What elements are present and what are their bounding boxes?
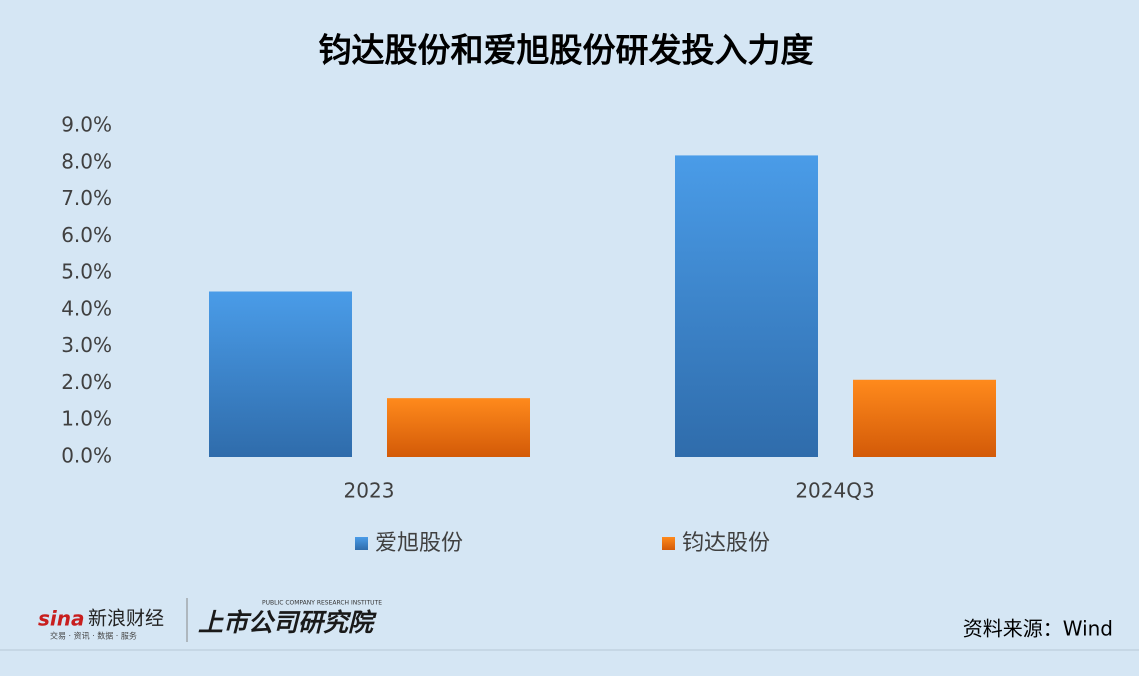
y-tick-label: 4.0%	[61, 296, 112, 320]
bar	[853, 379, 996, 457]
institute: 上市公司研究院	[198, 608, 377, 637]
legend-swatch	[355, 537, 368, 550]
y-tick-label: 9.0%	[61, 113, 112, 137]
brand-logo: sina	[38, 607, 85, 631]
x-tick-label: 2024Q3	[795, 479, 874, 503]
chart-title: 钧达股份和爱旭股份研发投入力度	[319, 31, 814, 70]
y-tick-label: 3.0%	[61, 333, 112, 357]
y-tick-label: 6.0%	[61, 223, 112, 247]
bar	[675, 155, 818, 457]
brand: 新浪财经	[88, 608, 164, 630]
legend-swatch	[662, 537, 675, 550]
bar	[387, 398, 530, 457]
y-tick-label: 7.0%	[61, 186, 112, 210]
brand-sub: 交易 · 资讯 · 数据 · 服务	[50, 631, 137, 641]
y-tick-label: 0.0%	[61, 444, 112, 468]
institute-en: PUBLIC COMPANY RESEARCH INSTITUTE	[262, 600, 382, 607]
legend-label: 爱旭股份	[375, 531, 463, 556]
y-tick-label: 8.0%	[61, 149, 112, 173]
bar	[209, 291, 352, 457]
y-tick-label: 2.0%	[61, 370, 112, 394]
x-tick-label: 2023	[344, 479, 395, 503]
y-tick-label: 1.0%	[61, 407, 112, 431]
legend-label: 钧达股份	[682, 531, 770, 556]
source: 资料来源：Wind	[963, 617, 1113, 641]
y-tick-label: 5.0%	[61, 260, 112, 284]
